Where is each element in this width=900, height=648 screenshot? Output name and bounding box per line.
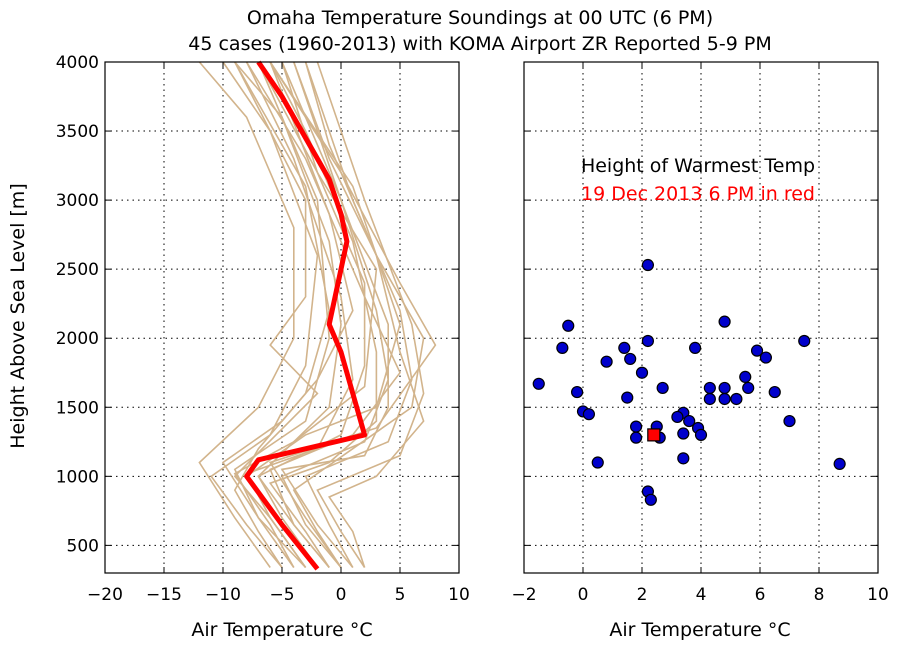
sounding-line [198,61,295,568]
x-tick-label: 10 [448,585,470,605]
x-tick-label: 10 [867,585,889,605]
scatter-point [570,385,584,399]
scatter-point [703,381,716,395]
y-tick-label: 3000 [56,191,99,211]
scatter-point [798,334,811,348]
x-tick-label: 0 [336,585,347,605]
sounding-line [234,61,342,568]
x-tick-label: 5 [395,585,406,605]
scatter-point [703,392,716,406]
scatter-point [718,392,731,406]
x-tick-label: −5 [269,585,294,605]
scatter-point [556,341,569,354]
chart-title: Omaha Temperature Soundings at 00 UTC (6… [247,7,713,29]
scatter-point [718,381,731,395]
x-tick-label: 2 [637,585,648,605]
scatter-point [730,392,743,406]
left-x-axis-label: Air Temperature °C [191,619,372,641]
plot-frame [523,61,879,574]
scatter-point [677,452,690,465]
scatter-point [759,351,773,364]
sounding-line [268,61,378,568]
y-tick-label: 1500 [56,398,99,418]
scatter-point [750,344,764,357]
sounding-line [304,61,425,568]
sounding-line [268,61,437,568]
x-tick-label: −15 [146,585,182,605]
scatter-point [582,408,596,421]
scatter-point [635,366,649,379]
scatter-point [833,457,846,470]
annotation-highlight-label: 19 Dec 2013 6 PM in red [581,183,815,205]
x-tick-label: −20 [87,585,123,605]
x-tick-label: −2 [511,585,536,605]
chart-subtitle: 45 cases (1960-2013) with KOMA Airport Z… [188,33,771,55]
scatter-point [768,385,781,399]
x-tick-label: 0 [578,585,589,605]
sounding-line [233,61,331,568]
y-tick-label: 1000 [56,467,99,487]
y-tick-label: 4000 [56,53,99,73]
scatter-point [641,334,655,348]
sounding-line [316,61,425,568]
scatter-point [618,341,631,354]
scatter-point [656,381,669,395]
x-tick-label: −10 [205,585,241,605]
scatter-point [600,355,613,368]
sounding-line [233,61,378,568]
scatter-point [683,414,696,428]
scatter-point [644,493,657,506]
highlight-sounding-line [244,60,368,571]
scatter-point [624,352,637,366]
right-x-axis-label: Air Temperature °C [609,619,790,641]
y-tick-label: 3500 [56,122,99,142]
scatter-point [532,377,545,390]
left-panel-soundings: −20 −15 −10 −5 0 5 10 500 1000 1500 2000 2500 3000 35… [56,53,470,605]
highlight-point [647,428,661,442]
scatter-point [641,258,655,272]
scatter-point [629,420,643,433]
scatter-point [562,319,575,332]
y-tick-label: 2500 [56,260,99,280]
scatter-point [621,391,634,404]
scatter-point [739,370,752,383]
scatter-point [718,315,731,328]
x-tick-label: 6 [755,585,766,605]
right-panel-warmest-height: −2 0 2 4 6 8 10 [511,61,889,605]
sounding-line [233,61,319,568]
scatter-point [742,381,755,395]
y-axis-label: Height Above Sea Level [m] [7,183,29,448]
scatter-point [677,427,690,440]
sounding-line [210,61,319,569]
scatter-point [783,414,796,428]
scatter-point [671,410,684,424]
sounding-line [292,61,425,568]
x-tick-label: 8 [814,585,825,605]
scatter-point [694,428,708,441]
sounding-line [245,61,354,568]
scatter-point [591,456,604,469]
y-tick-label: 2000 [56,329,99,349]
annotation-warmest-temp: Height of Warmest Temp [581,155,815,177]
scatter-point [688,341,702,354]
y-tick-label: 500 [67,536,99,556]
x-tick-label: 4 [696,585,707,605]
scatter-point [629,431,643,444]
